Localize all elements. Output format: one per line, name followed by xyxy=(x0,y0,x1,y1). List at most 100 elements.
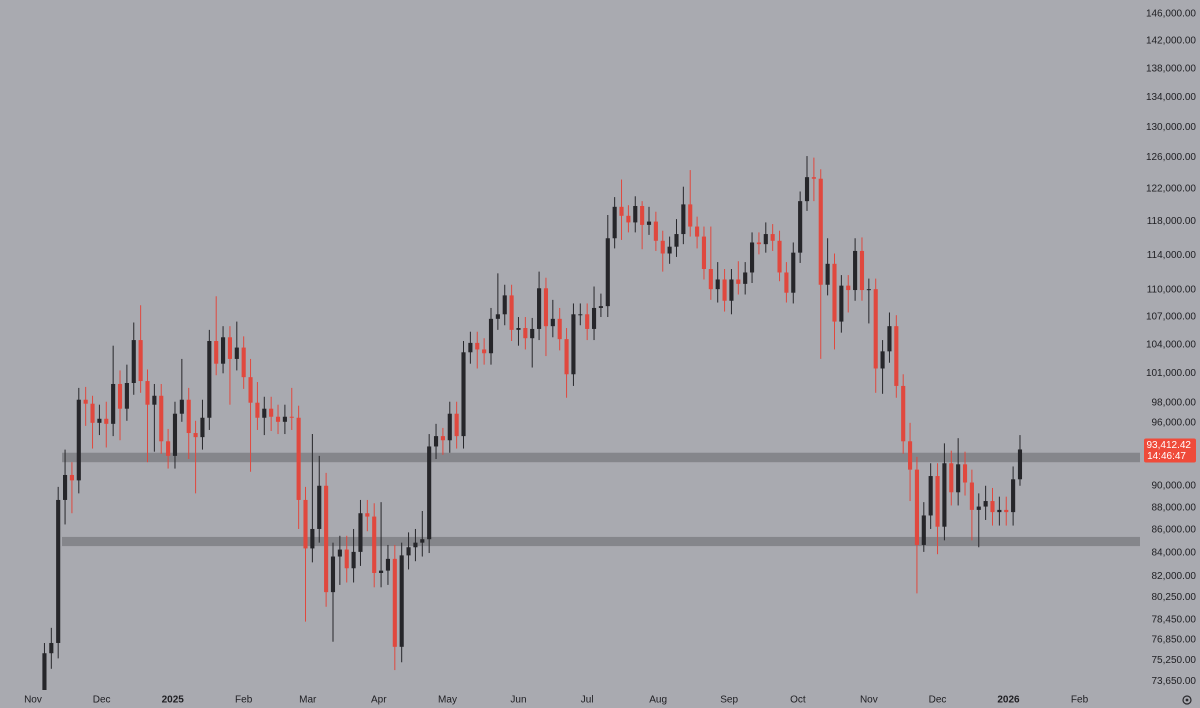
candle-body xyxy=(1004,509,1009,513)
candle-body xyxy=(296,417,301,500)
candle-body xyxy=(962,464,968,483)
candle-body xyxy=(413,542,418,548)
y-tick-label: 146,000.00 xyxy=(1146,9,1196,20)
candle-body xyxy=(969,482,974,510)
y-tick-label: 104,000.00 xyxy=(1146,339,1196,350)
candle-body xyxy=(605,238,610,307)
candle-body xyxy=(351,551,356,569)
candle-body xyxy=(598,306,603,308)
x-tick-label: Sep xyxy=(720,695,738,706)
candle-body xyxy=(207,341,212,418)
candle-body xyxy=(818,178,823,285)
candle-body xyxy=(633,206,638,223)
x-tick-label: Apr xyxy=(371,695,387,706)
candle-body xyxy=(420,539,425,543)
candle-body xyxy=(166,441,171,456)
candle-body xyxy=(928,476,933,516)
candle-body xyxy=(475,342,480,350)
x-tick-label: Dec xyxy=(929,695,947,706)
y-tick-label: 130,000.00 xyxy=(1146,122,1196,133)
candle-body xyxy=(495,314,500,319)
y-tick-label: 76,850.00 xyxy=(1152,634,1197,645)
candle-body xyxy=(62,474,68,500)
candle-body xyxy=(427,446,432,540)
candle-body xyxy=(914,469,919,545)
y-tick-label: 75,250.00 xyxy=(1152,655,1197,666)
candle-body xyxy=(214,341,219,364)
candle-body xyxy=(385,558,391,571)
candle-body xyxy=(76,399,81,481)
x-tick-label: Jun xyxy=(510,695,526,706)
candle-body xyxy=(1011,479,1016,513)
y-tick-label: 142,000.00 xyxy=(1146,36,1196,47)
price-tag-label: 93,412.42 xyxy=(1147,440,1192,451)
candle-body xyxy=(447,413,452,441)
price-tag-time: 14:46:47 xyxy=(1147,451,1186,462)
candle-body xyxy=(344,549,349,569)
candle-body xyxy=(138,340,143,382)
candle-body xyxy=(145,381,150,405)
y-tick-label: 96,000.00 xyxy=(1152,417,1197,428)
y-tick-label: 90,000.00 xyxy=(1152,480,1197,491)
candle-body xyxy=(825,263,830,285)
candle-body xyxy=(983,501,988,507)
y-tick-label: 82,000.00 xyxy=(1152,571,1197,582)
candle-body xyxy=(901,385,906,442)
candle-body xyxy=(56,499,61,643)
candle-body xyxy=(324,485,329,593)
candle-body xyxy=(83,399,88,404)
candle-body xyxy=(269,408,274,417)
y-tick-label: 98,000.00 xyxy=(1152,397,1197,408)
candle-body xyxy=(406,547,411,556)
candle-body xyxy=(482,349,487,354)
candle-body xyxy=(317,485,322,529)
candle-body xyxy=(626,215,631,223)
x-tick-label: Mar xyxy=(299,695,317,706)
candle-body xyxy=(337,549,342,557)
candle-body xyxy=(811,177,816,179)
candle-body xyxy=(791,252,796,293)
candle-body xyxy=(873,289,878,369)
candle-body xyxy=(770,234,775,241)
y-tick-label: 138,000.00 xyxy=(1146,64,1196,75)
candle-body xyxy=(530,328,535,339)
candle-body xyxy=(681,204,686,235)
candle-body xyxy=(330,556,336,593)
candle-body xyxy=(502,295,507,315)
candle-body xyxy=(159,395,164,442)
candle-body xyxy=(701,236,707,270)
candle-body xyxy=(186,399,191,434)
candle-body xyxy=(124,383,129,409)
y-tick-label: 122,000.00 xyxy=(1146,184,1196,195)
candle-body xyxy=(708,269,713,290)
candle-body xyxy=(152,395,157,405)
candle-body xyxy=(372,516,377,573)
candle-body xyxy=(49,642,54,654)
candle-body xyxy=(200,417,205,438)
candle-body xyxy=(749,242,755,273)
candle-body xyxy=(612,206,617,239)
candle-body xyxy=(756,242,761,245)
candle-body xyxy=(310,528,315,549)
candle-body xyxy=(640,206,645,225)
candle-body xyxy=(392,558,397,647)
candle-body xyxy=(379,570,384,573)
candle-body xyxy=(736,279,741,284)
candle-body xyxy=(275,416,281,422)
candle-body xyxy=(117,383,123,409)
axes: 73,650.00 75,250.00 76,850.00 78,450.00 80,2… xyxy=(24,9,1196,706)
candle-body xyxy=(990,501,995,513)
candle-body xyxy=(715,279,720,290)
candle-body xyxy=(440,436,445,441)
candle-body xyxy=(262,408,267,418)
candle-body xyxy=(804,177,810,202)
candle-body xyxy=(69,474,74,481)
x-tick-label: 2025 xyxy=(162,695,185,706)
candle-body xyxy=(949,463,954,493)
candle-body xyxy=(571,314,576,375)
candle-body xyxy=(997,509,1002,513)
settings-icon[interactable] xyxy=(1182,695,1192,705)
candle-body xyxy=(282,416,287,422)
x-tick-label: Nov xyxy=(24,695,42,706)
